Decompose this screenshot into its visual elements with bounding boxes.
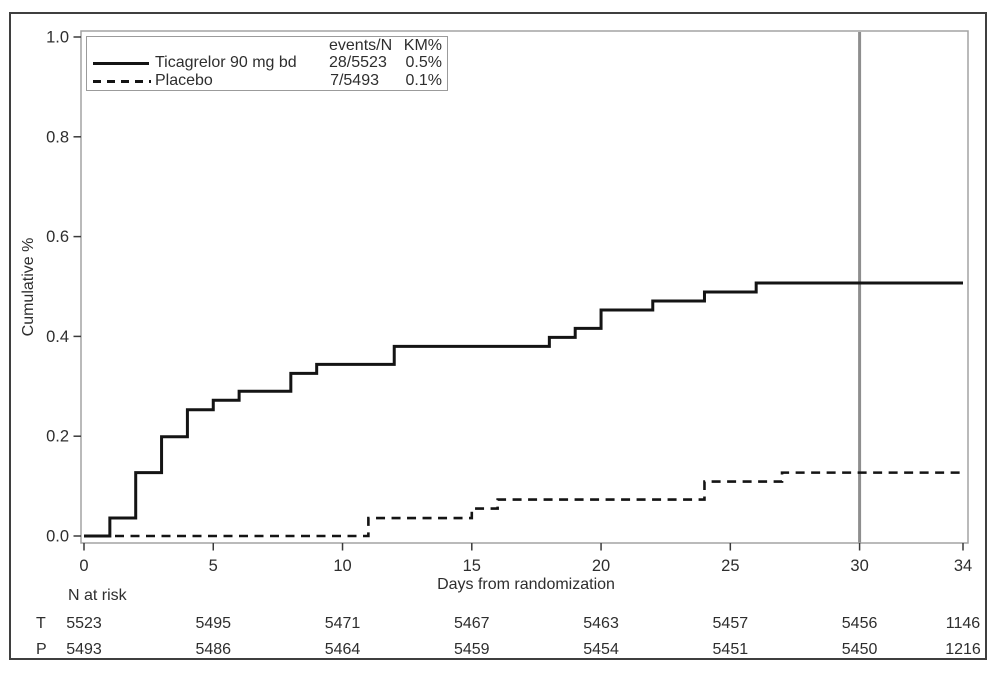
y-tick-label: 0.2 bbox=[46, 428, 69, 446]
legend-label-placebo: Placebo bbox=[155, 72, 213, 90]
risk-value: 5456 bbox=[841, 615, 878, 632]
risk-value: 5486 bbox=[195, 640, 232, 658]
risk-value: 5493 bbox=[66, 640, 102, 658]
dashed-line-sample-icon bbox=[93, 79, 151, 83]
legend-sample-cell bbox=[93, 61, 155, 65]
legend-col-events-header: events/N bbox=[329, 36, 393, 54]
n-at-risk-heading: N at risk bbox=[68, 587, 127, 604]
solid-line-sample-icon bbox=[93, 61, 149, 65]
risk-value: 5495 bbox=[195, 615, 232, 632]
legend-row-ticagrelor: Ticagrelor 90 mg bd 28/5523 0.5% bbox=[87, 55, 448, 73]
risk-value: 1146 bbox=[945, 615, 981, 632]
risk-value: 5451 bbox=[712, 640, 749, 658]
x-tick-label: 25 bbox=[721, 557, 739, 575]
legend-events-ticagrelor: 28/5523 bbox=[329, 54, 387, 72]
y-tick-label: 0.8 bbox=[46, 128, 69, 146]
y-tick-label: 0.0 bbox=[46, 528, 69, 546]
y-tick-label: 1.0 bbox=[46, 29, 69, 47]
risk-value: 1216 bbox=[945, 640, 981, 658]
risk-value: 5450 bbox=[841, 640, 878, 658]
x-tick-label: 20 bbox=[592, 557, 610, 575]
legend-events-placebo: 7/5493 bbox=[330, 72, 379, 90]
legend-label-ticagrelor: Ticagrelor 90 mg bd bbox=[155, 54, 297, 72]
risk-row-label-P: P bbox=[36, 640, 47, 658]
risk-value: 5457 bbox=[712, 615, 749, 632]
risk-value: 5467 bbox=[453, 615, 490, 632]
risk-value: 5459 bbox=[453, 640, 490, 658]
x-tick-label: 15 bbox=[463, 557, 481, 575]
x-tick-label: 34 bbox=[954, 557, 972, 575]
risk-value: 5463 bbox=[583, 615, 619, 632]
x-axis-title: Days from randomization bbox=[437, 576, 615, 593]
legend-box: events/N KM% Ticagrelor 90 mg bd 28/5523… bbox=[86, 36, 448, 91]
legend-km-placebo: 0.1% bbox=[405, 72, 442, 90]
legend-header-row: events/N KM% bbox=[87, 37, 448, 55]
x-tick-label: 30 bbox=[850, 557, 868, 575]
x-tick-label: 0 bbox=[79, 557, 88, 575]
legend-row-placebo: Placebo 7/5493 0.1% bbox=[87, 72, 448, 90]
risk-value: 5471 bbox=[324, 615, 361, 632]
risk-row-label-T: T bbox=[36, 615, 46, 632]
legend-sample-cell bbox=[93, 79, 155, 83]
legend-col-km-header: KM% bbox=[403, 36, 442, 54]
y-axis-title: Cumulative % bbox=[20, 237, 37, 337]
legend-km-ticagrelor: 0.5% bbox=[405, 54, 442, 72]
risk-value: 5454 bbox=[583, 640, 619, 658]
y-tick-label: 0.6 bbox=[46, 228, 69, 246]
figure-border bbox=[9, 12, 987, 660]
x-tick-label: 10 bbox=[333, 557, 351, 575]
x-tick-label: 5 bbox=[209, 557, 218, 575]
y-tick-label: 0.4 bbox=[46, 328, 69, 346]
risk-value: 5464 bbox=[324, 640, 361, 658]
plot-frame bbox=[80, 30, 969, 544]
series-curve-ticagrelor bbox=[84, 281, 963, 538]
risk-value: 5523 bbox=[66, 615, 102, 632]
series-curve-placebo bbox=[84, 471, 963, 538]
